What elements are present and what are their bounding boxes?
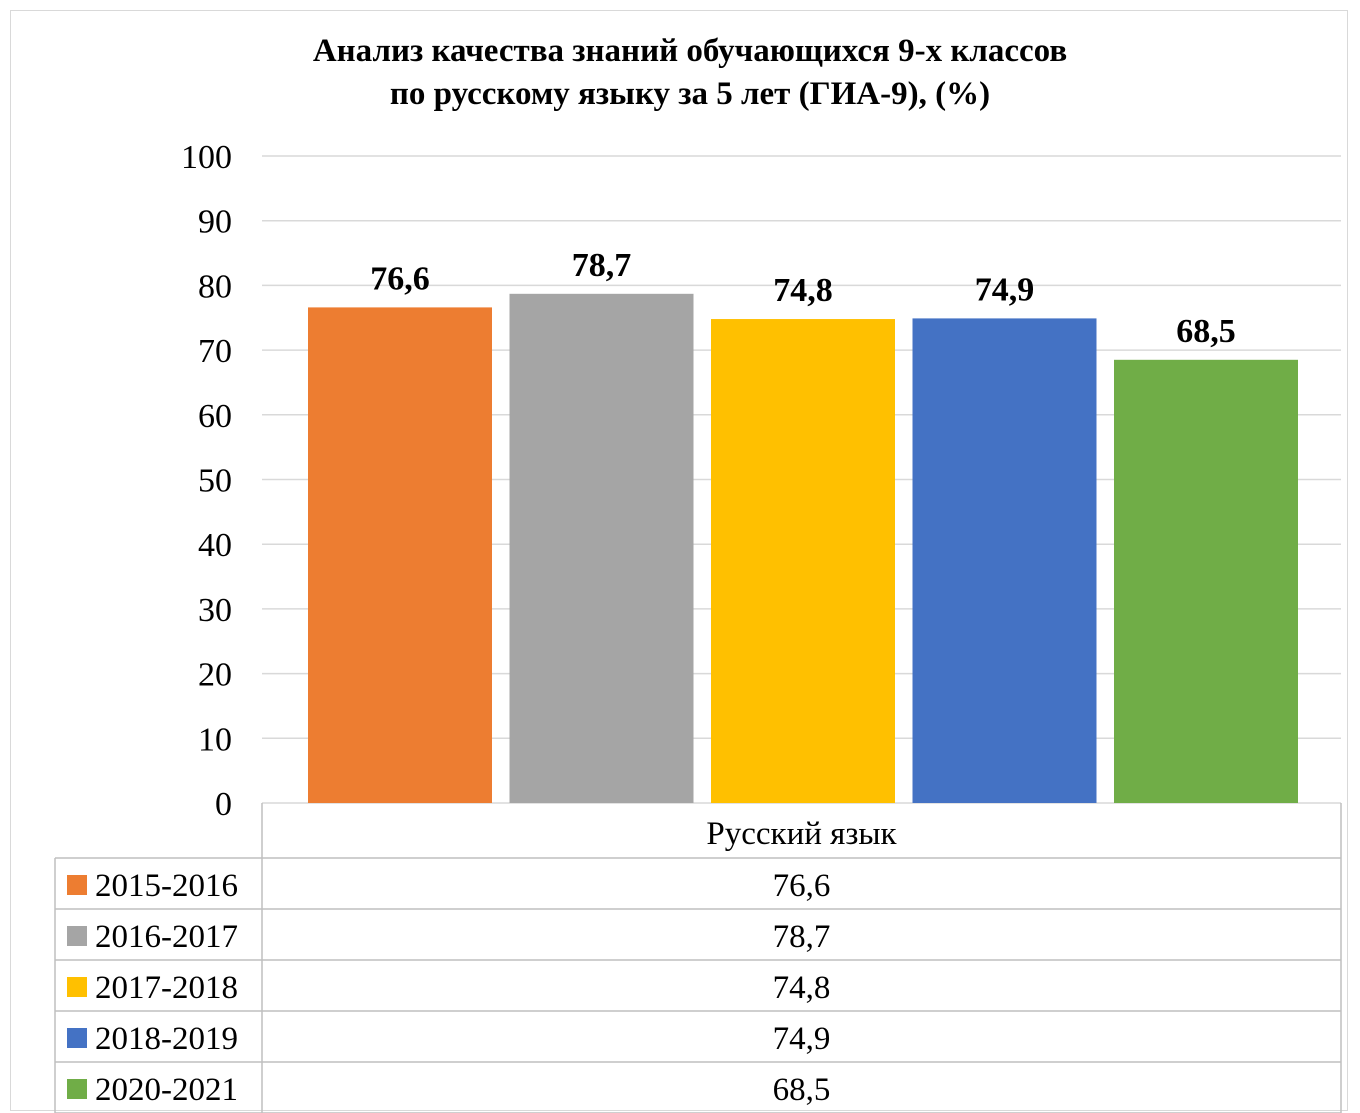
legend-key-2017-2018 xyxy=(67,977,87,997)
table-value-2017-2018: 74,8 xyxy=(773,970,831,1006)
y-tick-label: 0 xyxy=(215,786,232,823)
table-value-2015-2016: 76,6 xyxy=(773,868,831,904)
bar-2015-2016 xyxy=(308,307,492,803)
legend-label-2016-2017: 2016-2017 xyxy=(95,919,238,955)
y-tick-label: 60 xyxy=(198,398,232,435)
bar-2020-2021 xyxy=(1114,359,1298,803)
chart-title-line-2: по русскому языку за 5 лет (ГИА-9), (%) xyxy=(389,76,991,112)
category-label: Русский язык xyxy=(706,816,897,852)
legend-label-2015-2016: 2015-2016 xyxy=(95,868,238,904)
y-tick-label: 90 xyxy=(198,204,232,241)
table-value-2020-2021: 68,5 xyxy=(773,1072,831,1108)
legend-label-2017-2018: 2017-2018 xyxy=(95,970,238,1006)
y-tick-label: 20 xyxy=(198,657,232,694)
data-table: Русский язык 2015-2016 76,6 2016-2017 78,7 20… xyxy=(54,803,1342,1113)
legend-label-2018-2019: 2018-2019 xyxy=(95,1021,238,1057)
y-tick-label: 10 xyxy=(198,721,232,758)
table-value-2016-2017: 78,7 xyxy=(773,919,831,955)
data-labels: 76,6 78,7 74,8 74,9 68,5 xyxy=(370,247,1236,350)
legend-key-2020-2021 xyxy=(67,1079,87,1099)
data-label-2018-2019: 74,9 xyxy=(975,271,1035,308)
y-tick-label: 40 xyxy=(198,527,232,564)
bar-2017-2018 xyxy=(711,319,895,803)
legend-key-2018-2019 xyxy=(67,1028,87,1048)
bars xyxy=(308,293,1298,803)
bar-2016-2017 xyxy=(509,293,694,803)
table-value-2018-2019: 74,9 xyxy=(773,1021,831,1057)
data-label-2017-2018: 74,8 xyxy=(773,272,833,309)
data-label-2020-2021: 68,5 xyxy=(1176,313,1236,350)
legend-key-2015-2016 xyxy=(67,875,87,895)
data-label-2016-2017: 78,7 xyxy=(572,247,632,284)
bar-2018-2019 xyxy=(912,318,1097,803)
y-tick-label: 30 xyxy=(198,592,232,629)
chart-title-line-1: Анализ качества знаний обучающихся 9-х к… xyxy=(312,33,1068,69)
chart-title: Анализ качества знаний обучающихся 9-х к… xyxy=(0,30,1360,116)
legend-label-2020-2021: 2020-2021 xyxy=(95,1072,238,1108)
y-tick-label: 50 xyxy=(198,463,232,500)
legend-key-2016-2017 xyxy=(67,926,87,946)
data-label-2015-2016: 76,6 xyxy=(370,260,430,297)
y-tick-label: 70 xyxy=(198,333,232,370)
y-tick-label: 100 xyxy=(181,139,232,176)
y-axis-tick-labels: 0 10 20 30 40 50 60 70 80 90 100 xyxy=(181,139,232,823)
y-tick-label: 80 xyxy=(198,268,232,305)
